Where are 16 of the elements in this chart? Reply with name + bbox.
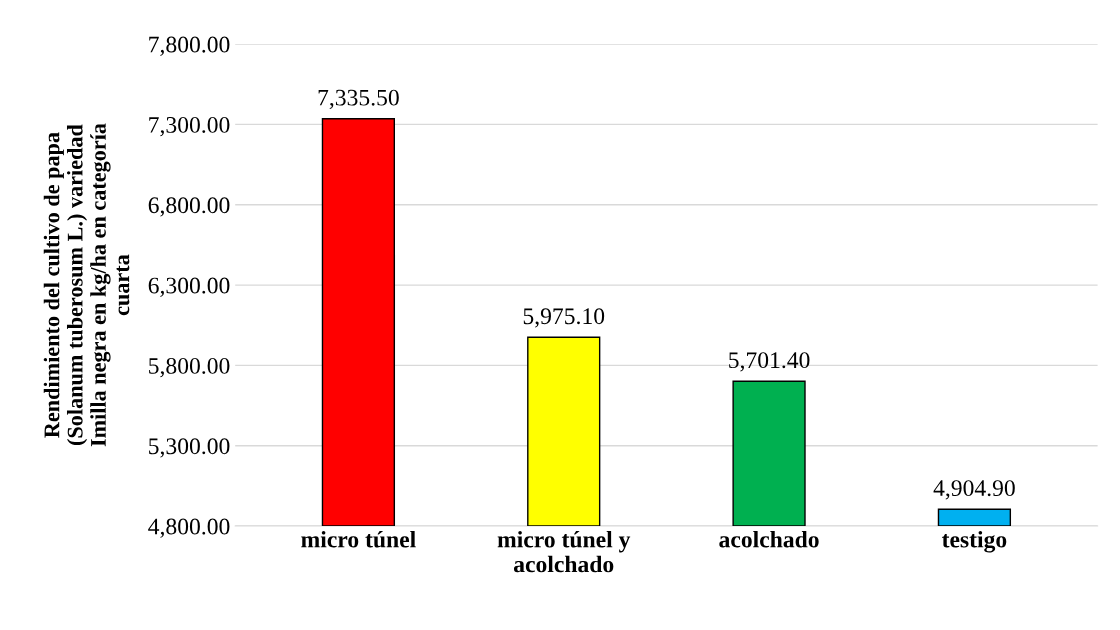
y-tick-label: 6,300.00 (148, 277, 230, 297)
x-tick-label: micro túnel y acolchado (497, 530, 631, 573)
data-label: 7,335.50 (318, 89, 399, 109)
data-label: 4,904.90 (933, 480, 1015, 500)
y-axis-title: Rendimiento del cultivo de papa (Solanum tuberosum L.) variedad Imilla negra en kg/ha en categoría cuarta (43, 123, 130, 447)
x-tick-label: acolchado (719, 530, 819, 548)
y-tick-label: 7,300.00 (149, 116, 230, 137)
x-tick-label: micro túnel (301, 530, 416, 548)
y-tick-label: 7,800.00 (149, 36, 230, 56)
x-tick-label: testigo (942, 530, 1007, 553)
y-tick-label: 5,800.00 (149, 357, 230, 378)
y-tick-label: 6,800.00 (148, 197, 230, 217)
y-tick-label: 4,800.00 (148, 518, 230, 538)
y-tick-label: 5,300.00 (149, 438, 230, 458)
data-label: 5,701.40 (729, 352, 810, 372)
data-label: 5,975.10 (523, 308, 605, 328)
